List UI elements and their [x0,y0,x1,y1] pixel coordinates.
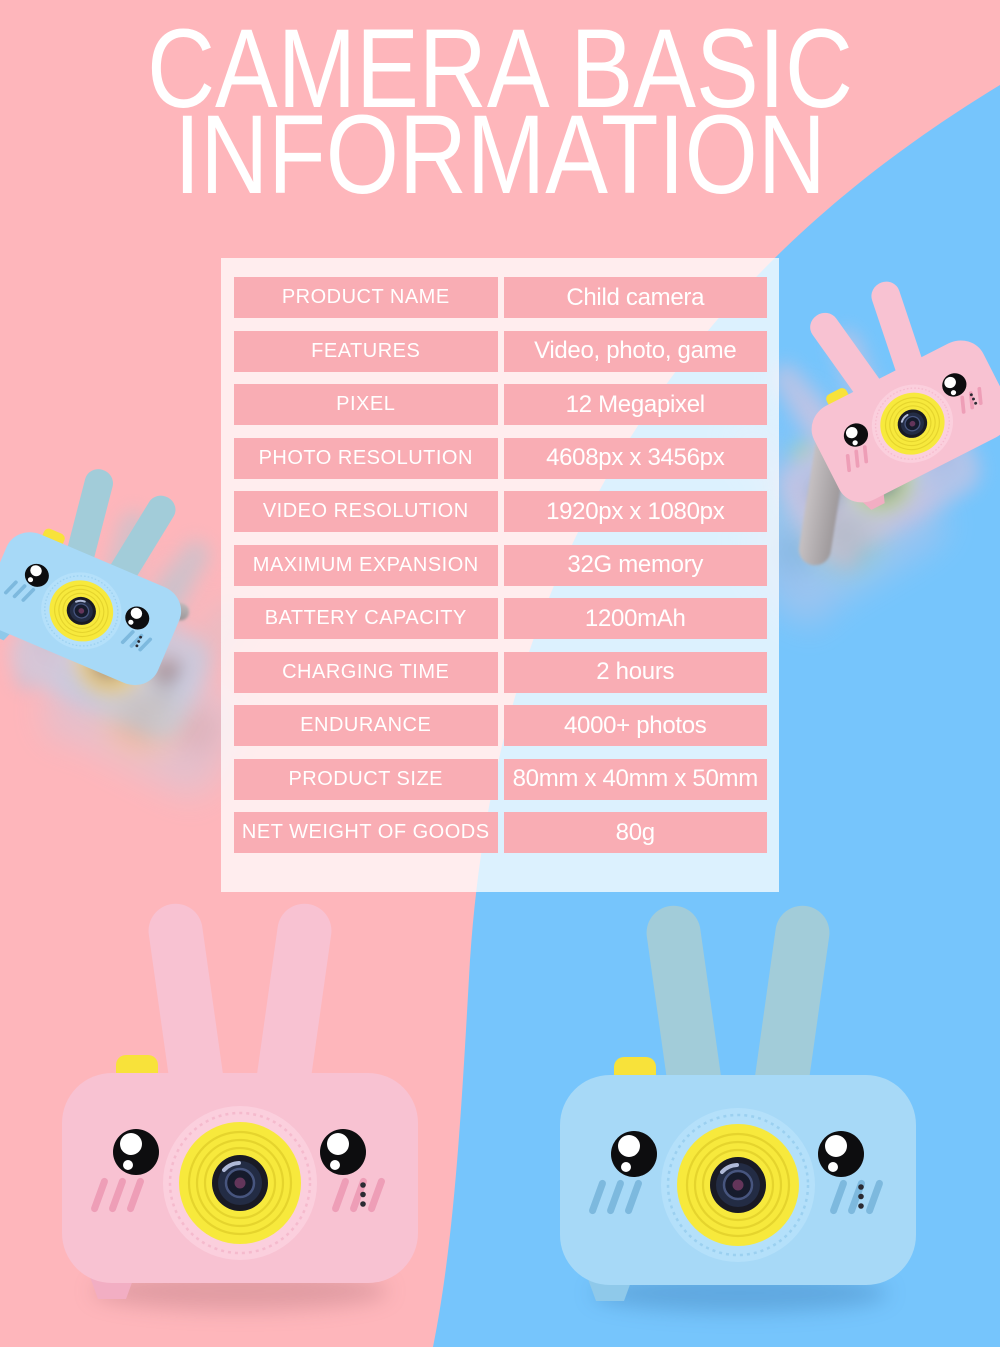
spec-label: NET WEIGHT OF GOODS [234,812,498,853]
spec-value: 80g [503,812,767,853]
page-title-line2: INFORMATION [174,92,826,217]
spec-label: VIDEO RESOLUTION [234,491,498,532]
spec-label: PRODUCT NAME [234,277,498,318]
camera-blue-large [558,900,918,1303]
spec-value: 80mm x 40mm x 50mm [503,758,767,800]
spec-value: Video, photo, game [503,330,767,372]
spec-label: FEATURES [234,330,498,372]
spec-value: 1920px x 1080px [503,491,767,532]
spec-label: PIXEL [234,384,498,425]
spec-label: PRODUCT SIZE [234,758,498,800]
spec-value: 4000+ photos [503,705,767,746]
spec-row: PRODUCT NAME Child camera [234,277,767,318]
spec-label: BATTERY CAPACITY [234,598,498,639]
spec-value: 1200mAh [503,598,767,639]
camera-pink-large [60,898,420,1301]
spec-row: VIDEO RESOLUTION 1920px x 1080px [234,491,767,532]
spec-row: BATTERY CAPACITY 1200mAh [234,598,767,639]
spec-row: PRODUCT SIZE 80mm x 40mm x 50mm [234,758,767,800]
spec-row: MAXIMUM EXPANSION 32G memory [234,544,767,586]
spec-value: 4608px x 3456px [503,437,767,479]
spec-row: PIXEL 12 Megapixel [234,384,767,425]
spec-label: CHARGING TIME [234,651,498,693]
spec-label: ENDURANCE [234,705,498,746]
spec-value: 12 Megapixel [503,384,767,425]
spec-row: NET WEIGHT OF GOODS 80g [234,812,767,853]
spec-value: 2 hours [503,651,767,693]
spec-row: PHOTO RESOLUTION 4608px x 3456px [234,437,767,479]
page-title: CAMERA BASIC INFORMATION [80,6,920,217]
spec-value: Child camera [503,277,767,318]
spec-label: MAXIMUM EXPANSION [234,544,498,586]
page-title-line1: CAMERA BASIC [147,6,853,131]
spec-value: 32G memory [503,544,767,586]
spec-row: ENDURANCE 4000+ photos [234,705,767,746]
spec-table-panel: PRODUCT NAME Child camera FEATURES Video… [221,258,779,892]
spec-row: FEATURES Video, photo, game [234,330,767,372]
spec-table: PRODUCT NAME Child camera FEATURES Video… [234,277,767,853]
spec-row: CHARGING TIME 2 hours [234,651,767,693]
spec-label: PHOTO RESOLUTION [234,437,498,479]
